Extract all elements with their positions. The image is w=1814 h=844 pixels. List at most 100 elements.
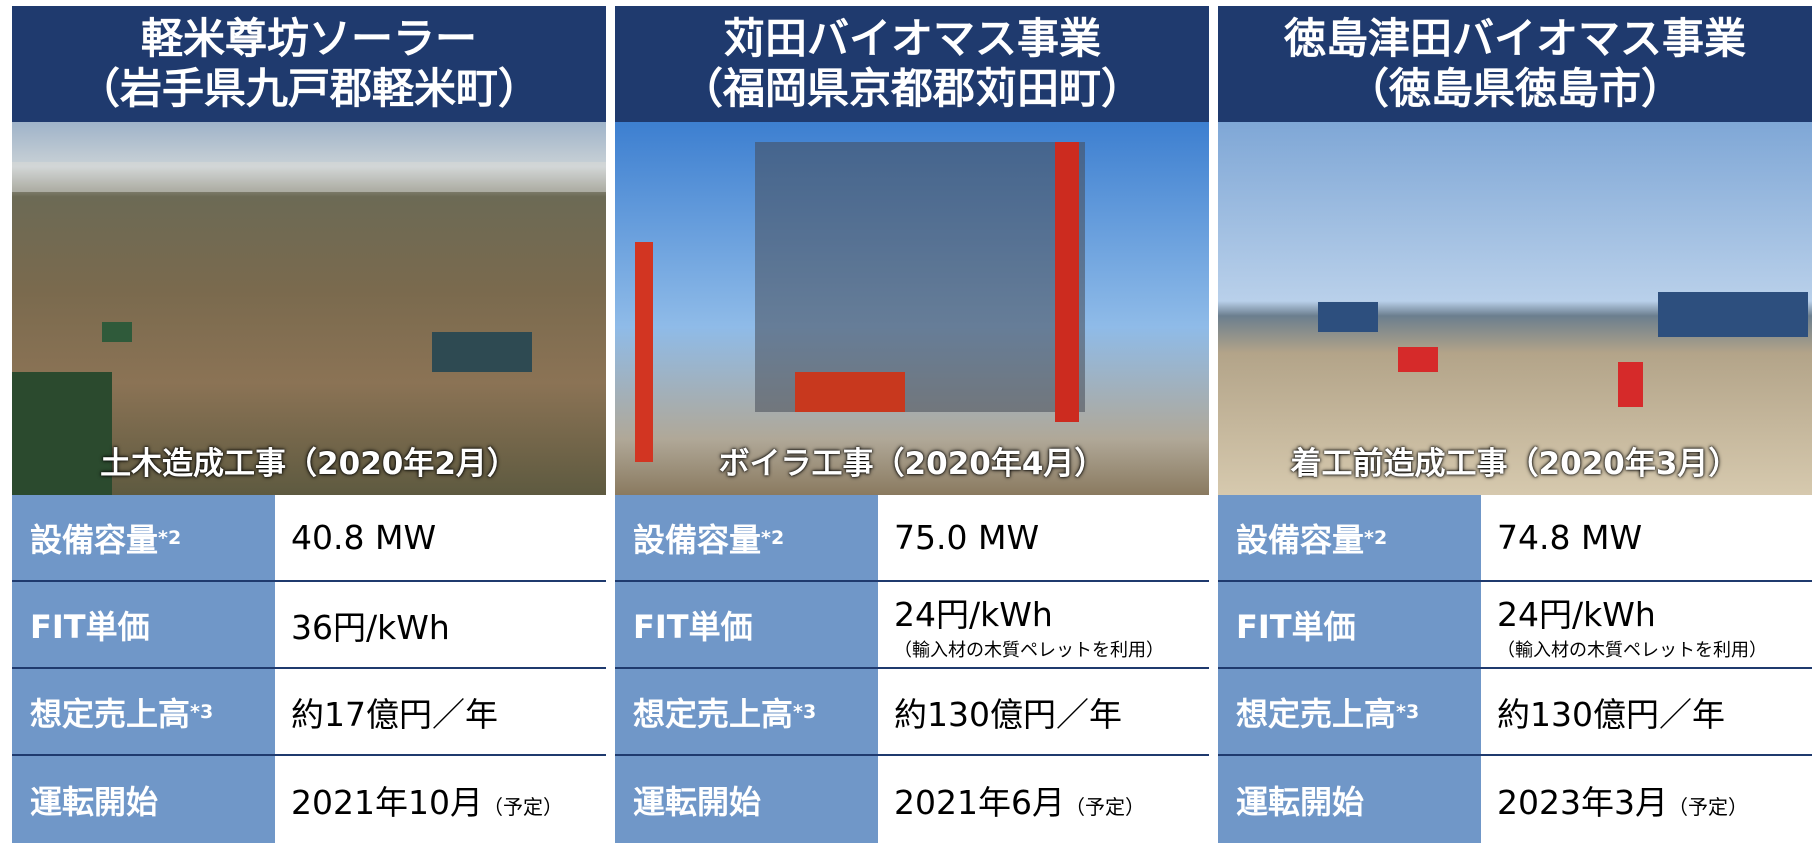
card-title: 軽米尊坊ソーラー（岩手県九戸郡軽米町）	[12, 6, 606, 122]
photo: 土木造成工事（2020年2月）	[12, 122, 606, 495]
spec-label: 設備容量*2	[615, 495, 878, 580]
spec-label: 運転開始	[1218, 756, 1481, 843]
title-line: 徳島津田バイオマス事業	[1218, 14, 1812, 64]
value-line: 24円/kWh	[894, 588, 1209, 636]
value-text: 75.0 MW	[894, 518, 1039, 557]
title-line: （福岡県京都郡苅田町）	[615, 64, 1209, 114]
spec-label: 想定売上高*3	[615, 669, 878, 754]
photo-shape	[432, 332, 532, 372]
spec-value: 24円/kWh（輸入材の木質ペレットを利用）	[878, 582, 1209, 667]
spec-row: FIT単価 24円/kWh（輸入材の木質ペレットを利用）	[1218, 582, 1812, 669]
label-text: 運転開始	[30, 777, 158, 823]
value-line: 75.0 MW	[894, 518, 1209, 557]
spec-row: 設備容量*2 40.8 MW	[12, 495, 606, 582]
value-text: 2023年3月	[1497, 783, 1668, 822]
label-text: FIT単価	[1236, 602, 1356, 648]
spec-label: 運転開始	[615, 756, 878, 843]
project-card: 軽米尊坊ソーラー（岩手県九戸郡軽米町） 土木造成工事（2020年2月） 設備容量*2…	[12, 6, 606, 844]
spec-label: 想定売上高*3	[1218, 669, 1481, 754]
value-subnote: （輸入材の木質ペレットを利用）	[894, 636, 1209, 662]
value-note: （予定）	[1065, 795, 1145, 819]
photo-caption: 着工前造成工事（2020年3月）	[1218, 438, 1812, 483]
spec-label: 想定売上高*3	[12, 669, 275, 754]
title-line: （岩手県九戸郡軽米町）	[12, 64, 606, 114]
spec-row: 設備容量*2 75.0 MW	[615, 495, 1209, 582]
photo-shape	[635, 242, 653, 462]
photo-shape	[795, 372, 905, 412]
label-text: 想定売上高	[633, 689, 793, 735]
value-text: 2021年10月	[291, 783, 483, 822]
value-note: （予定）	[483, 795, 563, 819]
photo-shape	[1658, 292, 1808, 337]
spec-row: FIT単価 36円/kWh	[12, 582, 606, 669]
spec-table: 設備容量*2 75.0 MW FIT単価 24円/kWh（輸入材の木質ペレットを利用）…	[615, 495, 1209, 843]
spec-value: 約17億円／年	[275, 669, 606, 754]
spec-row: 設備容量*2 74.8 MW	[1218, 495, 1812, 582]
spec-table: 設備容量*2 74.8 MW FIT単価 24円/kWh（輸入材の木質ペレットを利用）…	[1218, 495, 1812, 843]
spec-row: 運転開始 2021年6月（予定）	[615, 756, 1209, 843]
footnote-mark: *2	[1364, 527, 1387, 549]
project-card: 苅田バイオマス事業（福岡県京都郡苅田町） ボイラ工事（2020年4月） 設備容量*2…	[615, 6, 1209, 844]
photo-shape	[102, 322, 132, 342]
spec-label: 設備容量*2	[1218, 495, 1481, 580]
footnote-mark: *3	[1396, 701, 1419, 723]
value-line: 2023年3月（予定）	[1497, 776, 1812, 824]
spec-value: 36円/kWh	[275, 582, 606, 667]
value-line: 74.8 MW	[1497, 518, 1812, 557]
footnote-mark: *2	[761, 527, 784, 549]
value-line: 約130億円／年	[1497, 688, 1812, 736]
spec-value: 2021年10月（予定）	[275, 756, 606, 843]
photo-shape	[1398, 347, 1438, 372]
photo-shape	[12, 162, 606, 192]
slide: 軽米尊坊ソーラー（岩手県九戸郡軽米町）土木造成工事（2020年2月）設備容量*2…	[0, 0, 1814, 844]
value-line: 2021年10月（予定）	[291, 776, 606, 824]
label-text: 設備容量	[30, 515, 158, 561]
spec-label: 設備容量*2	[12, 495, 275, 580]
value-text: 24円/kWh	[1497, 595, 1656, 634]
photo: ボイラ工事（2020年4月）	[615, 122, 1209, 495]
title-line: 苅田バイオマス事業	[615, 14, 1209, 64]
spec-row: FIT単価 24円/kWh（輸入材の木質ペレットを利用）	[615, 582, 1209, 669]
spec-value: 2023年3月（予定）	[1481, 756, 1812, 843]
value-subnote: （輸入材の木質ペレットを利用）	[1497, 636, 1812, 662]
label-text: 設備容量	[1236, 515, 1364, 561]
photo-shape	[1318, 302, 1378, 332]
photo-caption: ボイラ工事（2020年4月）	[615, 438, 1209, 483]
value-line: 36円/kWh	[291, 601, 606, 649]
spec-label: FIT単価	[615, 582, 878, 667]
value-text: 40.8 MW	[291, 518, 436, 557]
spec-value: 40.8 MW	[275, 495, 606, 580]
spec-row: 運転開始 2023年3月（予定）	[1218, 756, 1812, 843]
label-text: FIT単価	[30, 602, 150, 648]
footnote-mark: *3	[793, 701, 816, 723]
label-text: FIT単価	[633, 602, 753, 648]
project-card: 徳島津田バイオマス事業（徳島県徳島市）着工前造成工事（2020年3月）設備容量*…	[1218, 6, 1812, 844]
value-line: 40.8 MW	[291, 518, 606, 557]
value-text: 24円/kWh	[894, 595, 1053, 634]
title-line: （徳島県徳島市）	[1218, 64, 1812, 114]
value-text: 約17億円／年	[291, 695, 498, 734]
spec-label: FIT単価	[12, 582, 275, 667]
photo-caption: 土木造成工事（2020年2月）	[12, 438, 606, 483]
card-title: 苅田バイオマス事業（福岡県京都郡苅田町）	[615, 6, 1209, 122]
spec-value: 24円/kWh（輸入材の木質ペレットを利用）	[1481, 582, 1812, 667]
value-line: 24円/kWh	[1497, 588, 1812, 636]
spec-row: 想定売上高*3 約130億円／年	[615, 669, 1209, 756]
spec-value: 約130億円／年	[1481, 669, 1812, 754]
value-text: 2021年6月	[894, 783, 1065, 822]
label-text: 運転開始	[633, 777, 761, 823]
spec-label: 運転開始	[12, 756, 275, 843]
spec-value: 74.8 MW	[1481, 495, 1812, 580]
value-line: 約130億円／年	[894, 688, 1209, 736]
spec-value: 2021年6月（予定）	[878, 756, 1209, 843]
spec-table: 設備容量*2 40.8 MW FIT単価 36円/kWh 想定売上高*3 約17億円／年運…	[12, 495, 606, 843]
photo: 着工前造成工事（2020年3月）	[1218, 122, 1812, 495]
photo-shape	[1618, 362, 1643, 407]
value-text: 約130億円／年	[894, 695, 1122, 734]
label-text: 想定売上高	[30, 689, 190, 735]
spec-value: 約130億円／年	[878, 669, 1209, 754]
footnote-mark: *2	[158, 527, 181, 549]
value-text: 約130億円／年	[1497, 695, 1725, 734]
label-text: 設備容量	[633, 515, 761, 561]
spec-label: FIT単価	[1218, 582, 1481, 667]
